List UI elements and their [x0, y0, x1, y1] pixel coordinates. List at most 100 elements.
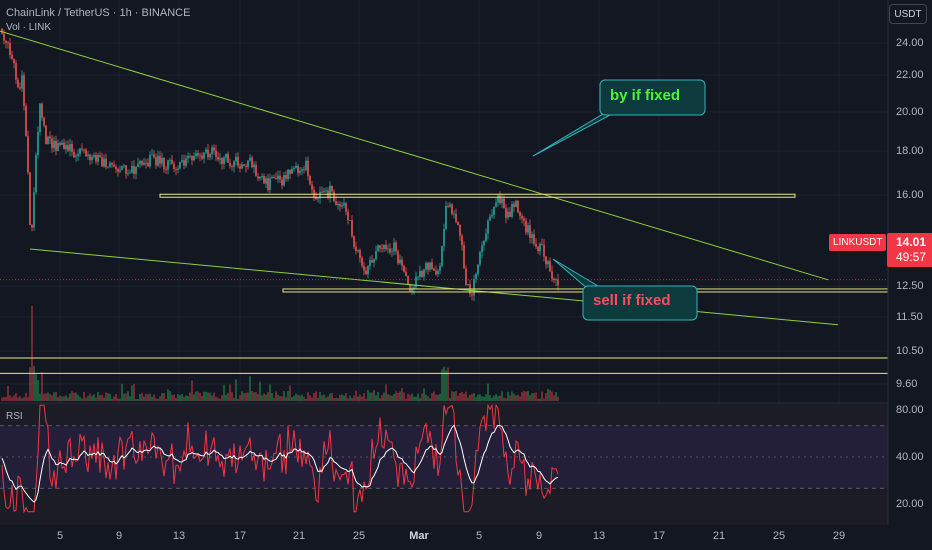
price-tick: 12.50 — [896, 280, 924, 292]
volume-bar — [513, 393, 515, 401]
candle-body — [203, 152, 205, 159]
volume-bar — [411, 393, 413, 401]
volume-bar — [375, 395, 377, 401]
volume-bar — [259, 381, 261, 401]
volume-bar — [445, 370, 447, 401]
time-tick: 5 — [475, 530, 483, 542]
volume-bar — [189, 392, 191, 401]
candle-body — [87, 154, 89, 156]
resistance-zone — [159, 193, 796, 198]
candle-body — [243, 164, 245, 166]
last-price-tag: 14.01 49:57 — [887, 233, 932, 267]
volume-bar — [509, 395, 511, 401]
candle-body — [109, 163, 111, 167]
callout-boxes — [532, 79, 706, 321]
candle-body — [263, 175, 265, 184]
volume-bar — [65, 395, 67, 401]
candle-body — [129, 172, 131, 174]
time-tick: 21 — [292, 530, 306, 542]
candle-body — [473, 278, 475, 296]
candle-body — [187, 156, 189, 159]
volume-bar — [485, 394, 487, 401]
candle-body — [147, 162, 149, 167]
volume-bar — [41, 372, 43, 401]
volume-bar — [39, 393, 41, 401]
candle-body — [269, 178, 271, 190]
candle-body — [201, 155, 203, 159]
candle-body — [265, 178, 267, 184]
volume-bar — [377, 392, 379, 401]
candle-body — [21, 75, 23, 89]
candle-body — [29, 172, 31, 225]
candle-body — [15, 63, 17, 80]
volume-bar — [181, 394, 183, 401]
candle-body — [401, 259, 403, 266]
candle-body — [505, 208, 507, 218]
candle-body — [337, 203, 339, 206]
volume-bar — [135, 398, 137, 401]
volume-bar — [127, 391, 129, 401]
candle-body — [65, 145, 67, 150]
volume-bar — [51, 395, 53, 401]
volume-bar — [299, 395, 301, 401]
candle-body — [125, 165, 127, 174]
volume-bar — [239, 394, 241, 401]
volume-bar — [537, 398, 539, 401]
candle-body — [451, 204, 453, 214]
volume-bar — [251, 391, 253, 401]
candle-body — [167, 160, 169, 170]
volume-bar — [87, 395, 89, 401]
candle-body — [457, 221, 459, 225]
volume-bar — [339, 395, 341, 401]
volume-bar — [401, 388, 403, 401]
volume-bar — [347, 398, 349, 401]
candle-body — [255, 164, 257, 177]
candle-body — [541, 243, 543, 245]
candle-body — [89, 154, 91, 161]
volume-bar — [149, 393, 151, 401]
volume-bar — [507, 391, 509, 401]
volume-bar — [407, 393, 409, 401]
volume-bar — [461, 391, 463, 401]
volume-bar — [137, 398, 139, 401]
volume-bar — [43, 393, 45, 401]
volume-bar — [89, 393, 91, 401]
candle-body — [113, 164, 115, 167]
candle-body — [135, 167, 137, 174]
levels — [0, 30, 889, 374]
volume-bar — [281, 396, 283, 401]
volume-bar — [471, 393, 473, 401]
price-tick: 20.00 — [896, 106, 924, 118]
candle-body — [111, 163, 113, 165]
volume-bar — [361, 396, 363, 401]
volume-bar — [63, 396, 65, 401]
volume-bar — [511, 391, 513, 401]
candle-body — [207, 149, 209, 158]
candle-body — [361, 257, 363, 266]
volume-bar — [329, 393, 331, 401]
volume-bar — [267, 392, 269, 401]
candle-body — [423, 269, 425, 277]
volume-bar — [515, 395, 517, 401]
volume-bar — [533, 393, 535, 401]
candle-body — [13, 58, 15, 64]
candle-body — [307, 160, 309, 176]
volume-bar — [49, 394, 51, 401]
volume-bar — [241, 391, 243, 401]
candle-body — [211, 147, 213, 155]
volume-bar — [163, 393, 165, 401]
candle-body — [537, 246, 539, 252]
volume-bar — [491, 397, 493, 401]
volume-bar — [105, 392, 107, 401]
currency-button[interactable]: USDT — [889, 4, 927, 24]
volume-bar — [93, 394, 95, 401]
candle-body — [51, 138, 53, 149]
volume-bar — [495, 394, 497, 401]
volume-bar — [13, 395, 15, 401]
volume-bar — [175, 398, 177, 401]
candle-body — [279, 175, 281, 180]
candle-body — [421, 271, 423, 277]
time-tick: 13 — [172, 530, 186, 542]
candle-body — [169, 159, 171, 161]
